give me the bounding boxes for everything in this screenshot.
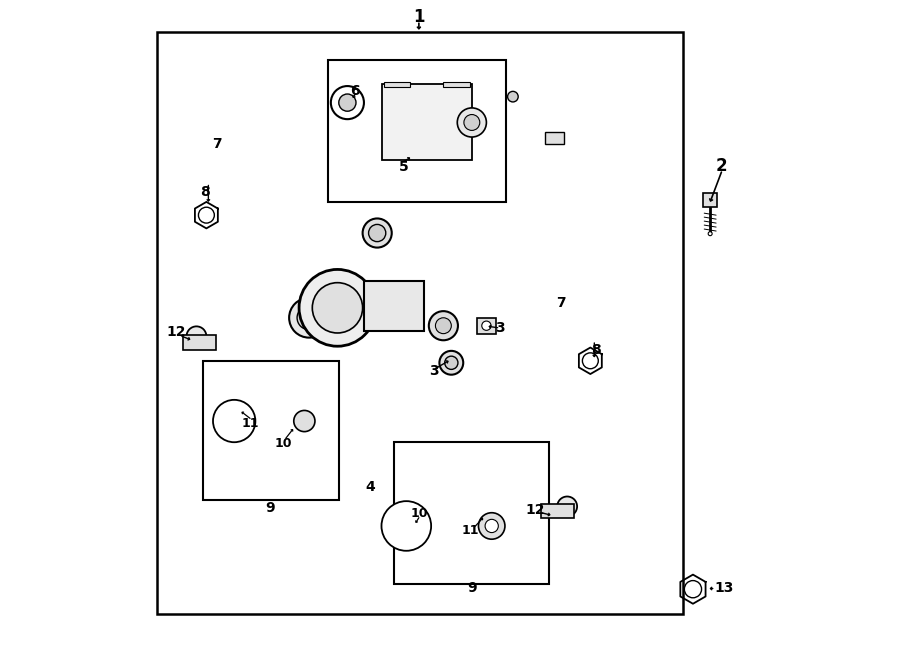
Bar: [541, 504, 574, 518]
Circle shape: [213, 400, 256, 442]
Bar: [184, 335, 216, 350]
Text: 9: 9: [467, 581, 477, 595]
Circle shape: [369, 224, 386, 242]
Bar: [328, 60, 507, 202]
Text: 1: 1: [413, 7, 425, 26]
Text: 6: 6: [350, 84, 360, 99]
Circle shape: [557, 496, 577, 516]
Text: 12: 12: [166, 325, 186, 340]
Circle shape: [289, 298, 328, 338]
Circle shape: [582, 353, 599, 369]
Bar: [477, 318, 496, 334]
Text: 7: 7: [212, 137, 221, 152]
Text: 10: 10: [274, 437, 292, 450]
Text: 2: 2: [716, 156, 727, 175]
Bar: [444, 82, 470, 87]
Text: 7: 7: [556, 296, 566, 310]
Bar: [382, 84, 472, 160]
Circle shape: [439, 351, 464, 375]
Circle shape: [297, 306, 321, 330]
Bar: [157, 32, 683, 614]
Bar: [393, 442, 549, 584]
Text: 9: 9: [266, 501, 274, 516]
Circle shape: [436, 318, 451, 334]
Text: 8: 8: [590, 342, 600, 357]
Circle shape: [428, 311, 458, 340]
Circle shape: [198, 207, 214, 223]
Circle shape: [464, 115, 480, 130]
Circle shape: [312, 283, 363, 333]
Bar: [364, 281, 424, 331]
Bar: [545, 132, 564, 144]
Circle shape: [293, 410, 315, 432]
Text: 4: 4: [365, 479, 375, 494]
Circle shape: [479, 512, 505, 539]
Circle shape: [482, 321, 491, 330]
Text: 11: 11: [241, 417, 259, 430]
Circle shape: [485, 519, 499, 532]
Circle shape: [708, 232, 712, 236]
Bar: [383, 82, 410, 87]
Bar: [703, 193, 717, 207]
Text: 13: 13: [715, 581, 734, 595]
Circle shape: [338, 94, 356, 111]
Text: 3: 3: [428, 363, 438, 378]
Circle shape: [508, 91, 518, 102]
Circle shape: [382, 501, 431, 551]
Text: 12: 12: [525, 502, 544, 517]
Circle shape: [684, 581, 702, 598]
Circle shape: [457, 108, 486, 137]
Text: 5: 5: [399, 160, 409, 174]
Circle shape: [445, 356, 458, 369]
Text: 10: 10: [410, 506, 428, 520]
Text: 3: 3: [496, 320, 505, 335]
Text: 8: 8: [200, 185, 210, 199]
Circle shape: [299, 269, 376, 346]
Circle shape: [363, 218, 392, 248]
Bar: [203, 361, 338, 500]
Circle shape: [331, 86, 364, 119]
Text: 11: 11: [461, 524, 479, 538]
Circle shape: [186, 326, 206, 346]
